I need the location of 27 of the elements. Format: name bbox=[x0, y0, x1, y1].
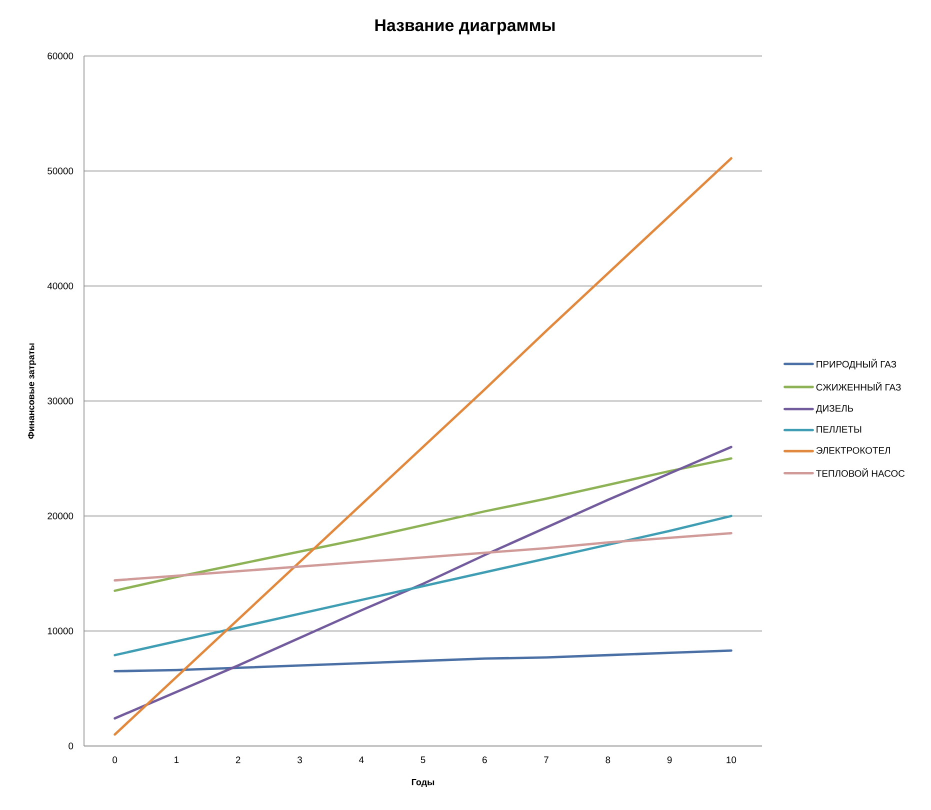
x-tick-label: 6 bbox=[482, 756, 487, 764]
x-tick-label: 0 bbox=[112, 756, 118, 764]
x-tick-label: 3 bbox=[297, 756, 302, 764]
x-tick-label: 9 bbox=[667, 756, 672, 764]
y-tick-label: 20000 bbox=[48, 512, 74, 520]
legend-label: ТЕПЛОВОЙ НАСОС bbox=[816, 468, 905, 477]
legend-label: СЖИЖЕННЫЙ ГАЗ bbox=[816, 382, 901, 391]
y-tick-label: 30000 bbox=[48, 398, 74, 404]
y-tick-label: 50000 bbox=[48, 168, 74, 174]
legend-label: ПРИРОДНЫЙ ГАЗ bbox=[816, 358, 896, 370]
chart-title: Название диаграммы bbox=[375, 19, 555, 35]
legend-label: ПЕЛЛЕТЫ bbox=[816, 426, 862, 433]
x-tick-label: 2 bbox=[236, 756, 240, 764]
x-tick-label: 1 bbox=[174, 756, 179, 764]
y-axis-title: Финансовые затраты bbox=[28, 343, 36, 439]
y-tick-label: 60000 bbox=[48, 52, 74, 60]
x-tick-label: 7 bbox=[544, 756, 548, 764]
y-tick-label: 10000 bbox=[48, 628, 74, 634]
y-tick-label: 40000 bbox=[47, 282, 74, 290]
y-tick-label: 0 bbox=[68, 742, 74, 750]
x-tick-label: 4 bbox=[358, 756, 364, 764]
x-tick-label: 5 bbox=[420, 756, 426, 764]
legend-label: ДИЗЕЛЬ bbox=[816, 404, 854, 414]
x-axis-title: Годы bbox=[412, 779, 434, 787]
x-tick-label: 10 bbox=[726, 756, 736, 764]
x-tick-label: 8 bbox=[606, 756, 610, 764]
legend-label: ЭЛЕКТРОКОТЕЛ bbox=[816, 447, 890, 454]
